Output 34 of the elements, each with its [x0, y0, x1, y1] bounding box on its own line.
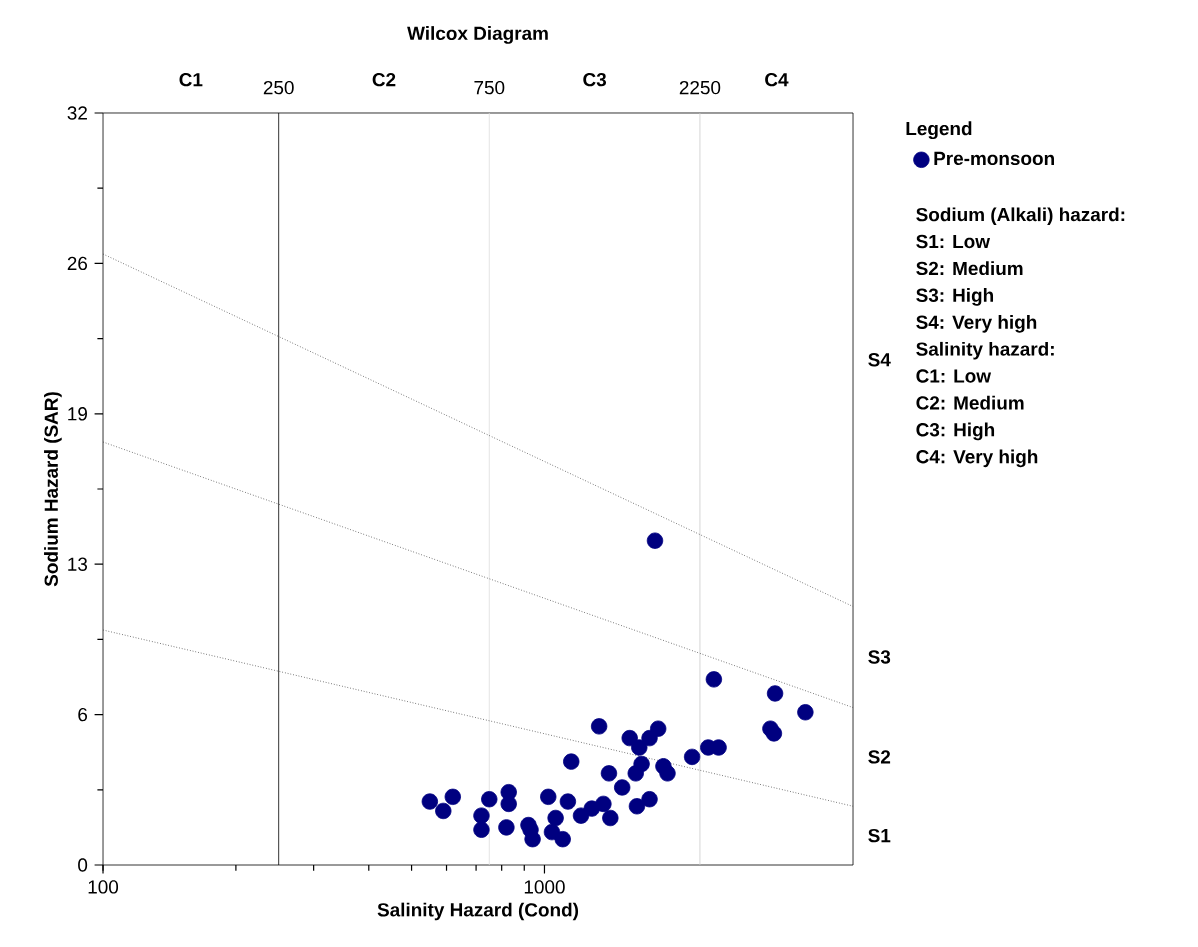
text: S2: Medium	[916, 261, 1023, 276]
legend-label: Pre-monsoon	[934, 151, 1054, 166]
text: C3	[583, 72, 607, 87]
ref-line-label: 2250	[679, 80, 721, 95]
x-axis-title: Salinity Hazard (Cond)	[377, 902, 579, 921]
y-tick-label: 0	[78, 858, 88, 872]
text: C1	[179, 72, 203, 87]
text: C3: High	[916, 422, 995, 441]
chart-title: Wilcox Diagram	[407, 26, 548, 44]
text: S1	[868, 828, 891, 843]
text: S4: Very high	[916, 314, 1037, 333]
y-tick-label: 6	[78, 707, 88, 722]
text: C4: Very high	[916, 449, 1038, 468]
text: Sodium (Alkali) hazard:	[916, 207, 1125, 226]
y-tick-label: 32	[67, 106, 87, 120]
y-tick-label: 13	[68, 557, 88, 571]
text: C2: Medium	[916, 395, 1024, 410]
x-tick-label: 1000	[524, 880, 565, 894]
text: S3: High	[916, 288, 994, 306]
y-tick-label: 26	[67, 256, 88, 271]
x-tick-label: 100	[88, 880, 119, 894]
ref-line-label: 750	[474, 80, 505, 95]
legend-title: Legend	[906, 121, 972, 140]
text: Salinity hazard:	[916, 341, 1054, 360]
text: C4	[765, 72, 789, 87]
y-axis-title: Sodium Hazard (SAR)	[44, 392, 62, 587]
text: S3	[868, 650, 891, 664]
text: C2	[372, 72, 396, 87]
text: S1: Low	[916, 234, 991, 249]
ref-line-label: 250	[263, 80, 294, 95]
text: S2	[868, 750, 891, 764]
text: S4	[868, 353, 891, 367]
y-tick-label: 19	[68, 407, 87, 421]
text: C1: Low	[916, 369, 992, 383]
